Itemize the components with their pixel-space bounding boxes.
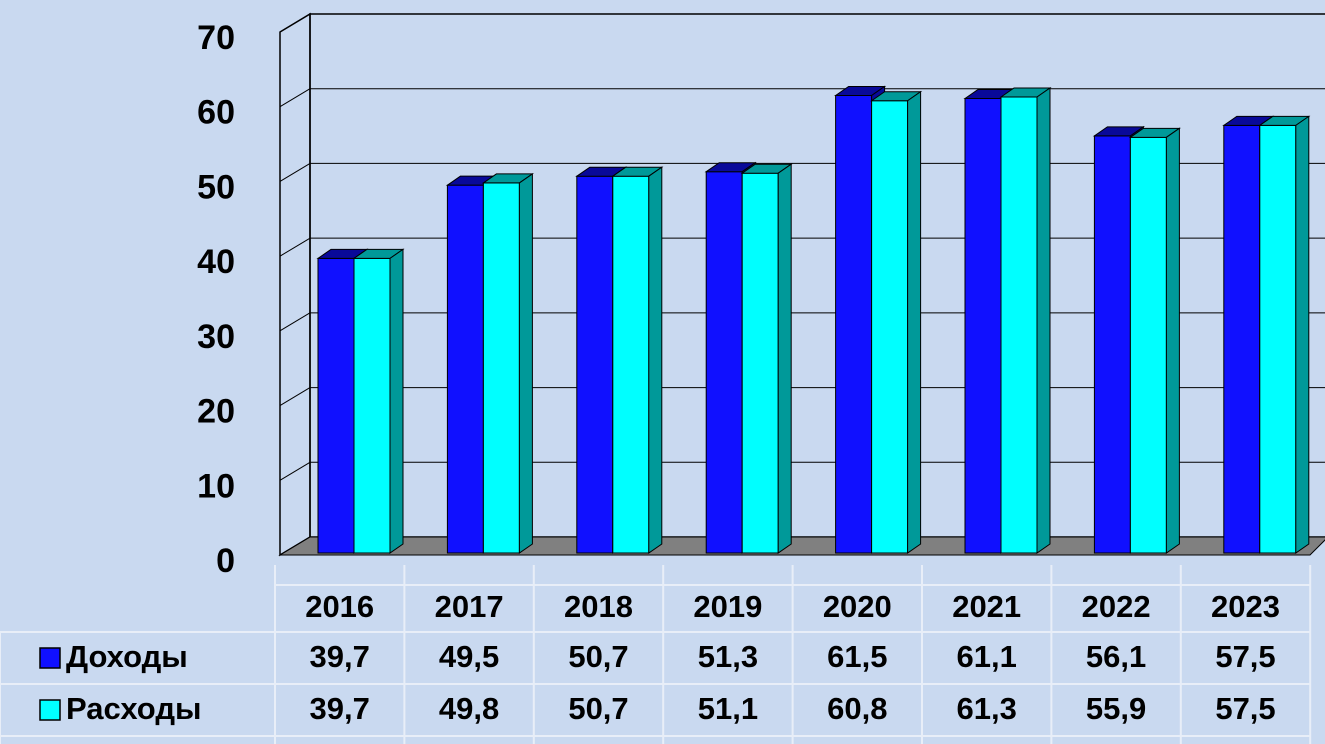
value-label: 51,1: [698, 691, 758, 726]
bar: [705, 171, 743, 554]
y-tick-label: 0: [216, 542, 235, 580]
value-label: 49,8: [439, 691, 499, 726]
grid-line: [279, 312, 311, 332]
bar: [482, 182, 520, 554]
y-tick-label: 70: [197, 19, 235, 57]
bar: [835, 95, 873, 554]
value-label: 39,7: [310, 639, 370, 674]
value-label: 50,7: [568, 639, 628, 674]
y-tick-label: 60: [197, 94, 235, 132]
x-tick-label: 2019: [693, 589, 762, 624]
value-label: 57,5: [1215, 639, 1275, 674]
bar: [871, 100, 909, 554]
bar-side: [648, 166, 663, 554]
bar-side: [907, 90, 922, 554]
bar: [353, 257, 391, 554]
y-tick-label: 40: [197, 243, 235, 281]
bar: [1259, 124, 1297, 554]
y-tick-label: 30: [197, 318, 235, 356]
value-label: 49,5: [439, 639, 499, 674]
value-label: 61,3: [957, 691, 1017, 726]
value-label: 55,9: [1086, 691, 1146, 726]
legend-label: Расходы: [66, 691, 202, 726]
x-tick-label: 2017: [435, 589, 504, 624]
bar: [964, 97, 1002, 554]
x-tick-label: 2023: [1211, 589, 1280, 624]
value-label: 51,3: [698, 639, 758, 674]
bar: [446, 184, 484, 554]
grid-line: [279, 536, 311, 556]
bar: [612, 175, 650, 554]
x-tick-label: 2021: [952, 589, 1021, 624]
bar-side: [1295, 115, 1310, 554]
value-label: 61,1: [957, 639, 1017, 674]
bar: [317, 257, 355, 554]
grid-line: [279, 387, 311, 407]
y-tick-label: 10: [197, 467, 235, 505]
value-label: 61,5: [827, 639, 887, 674]
bar: [1129, 136, 1167, 554]
x-tick-label: 2022: [1082, 589, 1151, 624]
grid-line: [279, 162, 311, 182]
x-tick-label: 2020: [823, 589, 892, 624]
bar: [741, 172, 779, 554]
x-tick-label: 2016: [305, 589, 374, 624]
bar: [1093, 135, 1131, 554]
legend-swatch: [39, 699, 61, 721]
bar-side: [777, 163, 792, 554]
bar-side: [1036, 87, 1051, 554]
value-label: 57,5: [1215, 691, 1275, 726]
bar: [1223, 124, 1261, 554]
bar-side: [518, 172, 533, 554]
grid-line: [279, 461, 311, 481]
grid-line: [279, 13, 311, 33]
value-label: 50,7: [568, 691, 628, 726]
grid-line: [279, 237, 311, 257]
x-tick-label: 2018: [564, 589, 633, 624]
value-label: 39,7: [310, 691, 370, 726]
bar: [1000, 96, 1038, 554]
legend-label: Доходы: [66, 639, 188, 674]
legend-swatch: [39, 647, 61, 669]
value-label: 60,8: [827, 691, 887, 726]
grid-line: [279, 88, 311, 108]
y-tick-label: 50: [197, 168, 235, 206]
bar-side: [389, 248, 404, 554]
value-label: 56,1: [1086, 639, 1146, 674]
bar-side: [1165, 127, 1180, 554]
y-tick-label: 20: [197, 393, 235, 431]
bar: [576, 175, 614, 554]
